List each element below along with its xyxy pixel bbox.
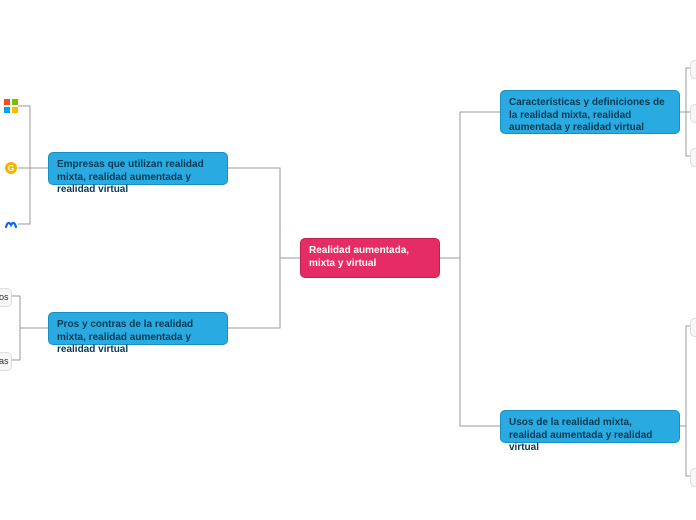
leaf-def-3[interactable]: Def xyxy=(690,148,696,167)
leaf-pros-2[interactable]: ras xyxy=(0,352,12,371)
microsoft-icon xyxy=(4,99,18,113)
google-icon: G xyxy=(4,161,18,175)
svg-text:G: G xyxy=(8,164,14,173)
empresas-label: Empresas que utilizan realidad mixta, re… xyxy=(57,159,204,195)
leaf-apl-2[interactable]: Apl xyxy=(690,468,696,487)
meta-icon xyxy=(4,217,18,231)
node-pros[interactable]: Pros y contras de la realidad mixta, rea… xyxy=(48,312,228,345)
center-label: Realidad aumentada, mixta y virtual xyxy=(309,245,409,269)
caracteristicas-label: Características y definiciones de la rea… xyxy=(509,97,665,133)
node-usos[interactable]: Usos de la realidad mixta, realidad aume… xyxy=(500,410,680,443)
node-empresas[interactable]: Empresas que utilizan realidad mixta, re… xyxy=(48,152,228,185)
pros-label: Pros y contras de la realidad mixta, rea… xyxy=(57,319,193,355)
node-caracteristicas[interactable]: Características y definiciones de la rea… xyxy=(500,90,680,134)
leaf-def-1[interactable]: Def xyxy=(690,60,696,79)
leaf-pros-1[interactable]: ros xyxy=(0,288,12,307)
usos-label: Usos de la realidad mixta, realidad aume… xyxy=(509,417,652,453)
center-node[interactable]: Realidad aumentada, mixta y virtual xyxy=(300,238,440,278)
leaf-def-2[interactable]: Def xyxy=(690,104,696,123)
leaf-apl-1[interactable]: Apl xyxy=(690,318,696,337)
